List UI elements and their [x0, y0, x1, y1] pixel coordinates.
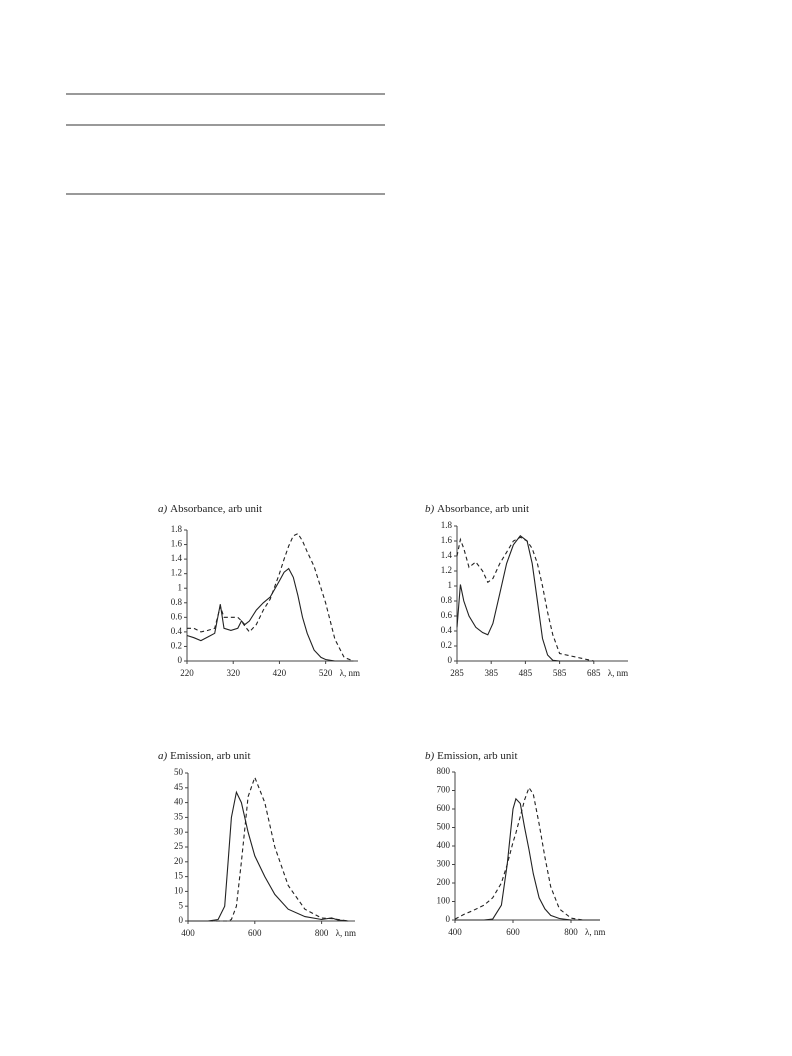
y-tick-label: 0.4: [441, 625, 453, 635]
title-text: Emission, arb unit: [437, 750, 517, 762]
x-tick-label: 220: [180, 668, 194, 678]
y-tick-label: 700: [437, 785, 451, 795]
x-tick-label: 800: [564, 927, 578, 937]
y-tick-label: 0: [448, 655, 453, 665]
x-tick-label: 400: [181, 928, 195, 938]
panel-label: b): [425, 750, 435, 762]
y-tick-label: 20: [174, 856, 184, 866]
y-tick-label: 300: [437, 859, 451, 869]
y-tick-label: 1.4: [171, 553, 183, 563]
x-axis-label: λ, nm: [608, 668, 628, 678]
x-tick-label: 600: [248, 928, 262, 938]
y-tick-label: 1.6: [171, 539, 183, 549]
y-tick-label: 500: [437, 822, 451, 832]
y-tick-label: 50: [174, 767, 184, 777]
x-tick-label: 485: [519, 668, 533, 678]
x-axis-label: λ, nm: [585, 927, 605, 937]
x-tick-label: 320: [226, 668, 240, 678]
x-tick-label: 285: [450, 668, 464, 678]
series-line: [455, 797, 600, 921]
y-tick-label: 0.2: [171, 641, 182, 651]
x-tick-label: 520: [319, 668, 333, 678]
y-tick-label: 0: [446, 914, 451, 924]
x-tick-label: 800: [315, 928, 329, 938]
x-axis-label: λ, nm: [336, 928, 356, 938]
y-tick-label: 10: [174, 885, 184, 895]
chart-title: a) Emission, arb unit: [158, 750, 251, 762]
y-tick-label: 25: [174, 841, 184, 851]
y-tick-label: 200: [437, 877, 451, 887]
x-axis-label: λ, nm: [340, 668, 360, 678]
y-tick-label: 0.6: [171, 611, 183, 621]
series-line: [454, 786, 600, 921]
y-tick-label: 0: [179, 915, 184, 925]
y-tick-label: 1.8: [171, 524, 183, 534]
series-line: [456, 535, 594, 662]
x-tick-label: 685: [587, 668, 601, 678]
x-tick-label: 420: [273, 668, 287, 678]
title-text: Absorbance, arb unit: [437, 503, 529, 515]
y-tick-label: 100: [437, 896, 451, 906]
x-tick-label: 385: [484, 668, 498, 678]
y-tick-label: 30: [174, 826, 184, 836]
chart-title: a) Absorbance, arb unit: [158, 503, 262, 515]
x-tick-label: 400: [448, 927, 462, 937]
y-tick-label: 0.2: [441, 640, 452, 650]
y-tick-label: 0.4: [171, 626, 183, 636]
y-tick-label: 1.4: [441, 550, 453, 560]
y-tick-label: 1: [178, 582, 183, 592]
y-tick-label: 800: [437, 766, 451, 776]
y-tick-label: 1.8: [441, 520, 453, 530]
panel-label: b): [425, 503, 435, 515]
chart-title: b) Absorbance, arb unit: [425, 503, 529, 515]
y-tick-label: 1.6: [441, 535, 453, 545]
y-tick-label: 0.6: [441, 610, 453, 620]
x-tick-label: 600: [506, 927, 520, 937]
title-text: Emission, arb unit: [170, 750, 250, 762]
y-tick-label: 0.8: [171, 597, 183, 607]
y-tick-label: 5: [179, 900, 184, 910]
y-tick-label: 0: [178, 655, 183, 665]
y-tick-label: 400: [437, 840, 451, 850]
y-tick-label: 1: [448, 580, 453, 590]
series-line: [188, 790, 349, 922]
y-tick-label: 35: [174, 811, 184, 821]
title-text: Absorbance, arb unit: [170, 503, 262, 515]
series-line: [187, 532, 354, 662]
panel-label: a): [158, 750, 168, 762]
y-tick-label: 0.8: [441, 595, 453, 605]
series-line: [188, 775, 349, 922]
y-tick-label: 15: [174, 871, 184, 881]
panel-label: a): [158, 503, 168, 515]
x-tick-label: 585: [553, 668, 567, 678]
y-tick-label: 1.2: [171, 568, 182, 578]
y-tick-label: 40: [174, 797, 184, 807]
y-tick-label: 45: [174, 782, 184, 792]
y-tick-label: 600: [437, 803, 451, 813]
chart-title: b) Emission, arb unit: [425, 750, 518, 762]
y-tick-label: 1.2: [441, 565, 452, 575]
series-line: [456, 536, 594, 662]
